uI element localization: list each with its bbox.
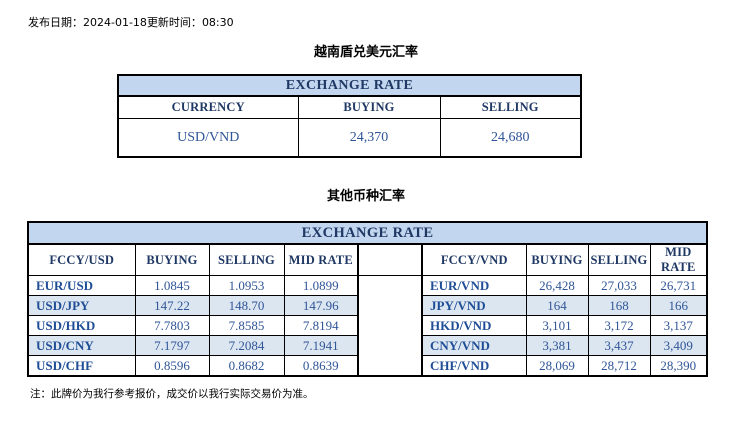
header-currency: CURRENCY [117, 95, 299, 119]
usd-vnd-rate-table: EXCHANGE RATE CURRENCY BUYING SELLING US… [117, 74, 582, 158]
cell-right-mid: 26,731 [649, 275, 708, 296]
cell-right-pair: CHF/VND [421, 355, 527, 377]
header-selling: SELLING [439, 95, 582, 119]
column-separator [357, 335, 423, 356]
cell-left-buying: 0.8596 [134, 355, 210, 377]
exchange-rate-banner: EXCHANGE RATE [27, 222, 708, 245]
cell-left-buying: 1.0845 [134, 275, 210, 296]
section-title-usd-vnd: 越南盾兑美元汇率 [313, 45, 418, 60]
cell-left-pair: EUR/USD [27, 275, 136, 296]
cell-buying-usd-vnd: 24,370 [297, 118, 441, 158]
update-time-value: 08:30 [201, 16, 234, 29]
cell-left-pair: USD/HKD [27, 315, 136, 336]
disclaimer-note: 注：此牌价为我行参考报价，成交价以我行实际交易价为准。 [30, 388, 314, 400]
cell-right-pair: EUR/VND [421, 275, 527, 296]
header-left-mid-rate: MID RATE [283, 243, 359, 276]
column-separator [357, 295, 423, 316]
publish-date-value: 2024-01-18 [83, 16, 147, 29]
cell-left-mid: 1.0899 [283, 275, 359, 296]
header-left-buying: BUYING [134, 243, 210, 276]
cell-right-buying: 3,101 [525, 315, 589, 336]
cell-right-selling: 3,437 [587, 335, 651, 356]
cell-currency-usd-vnd: USD/VND [117, 118, 299, 158]
cell-right-mid: 3,409 [649, 335, 708, 356]
cell-left-pair: USD/JPY [27, 295, 136, 316]
publish-date-label: 发布日期： [28, 16, 83, 29]
cell-right-buying: 26,428 [525, 275, 589, 296]
cell-left-selling: 7.8585 [208, 315, 285, 336]
header-left-selling: SELLING [208, 243, 285, 276]
cell-right-buying: 28,069 [525, 355, 589, 377]
header-right-mid-rate: MID RATE [649, 243, 708, 276]
cell-left-mid: 7.1941 [283, 335, 359, 356]
header-fccy-vnd: FCCY/VND [421, 243, 527, 276]
cell-right-selling: 3,172 [587, 315, 651, 336]
cell-right-pair: CNY/VND [421, 335, 527, 356]
other-currencies-rate-table: EXCHANGE RATE FCCY/USD BUYING SELLING MI… [27, 221, 709, 377]
table-row: EUR/USD 1.0845 1.0953 1.0899 EUR/VND 26,… [27, 275, 708, 296]
column-separator [357, 275, 423, 296]
cell-left-selling: 0.8682 [208, 355, 285, 377]
cell-left-pair: USD/CNY [27, 335, 136, 356]
table-banner-row: EXCHANGE RATE [27, 222, 708, 245]
cell-left-pair: USD/CHF [27, 355, 136, 377]
cell-right-selling: 168 [587, 295, 651, 316]
cell-left-selling: 148.70 [208, 295, 285, 316]
column-separator [357, 244, 423, 276]
cell-selling-usd-vnd: 24,680 [439, 118, 582, 158]
cell-left-selling: 1.0953 [208, 275, 285, 296]
cell-left-buying: 7.1797 [134, 335, 210, 356]
exchange-rate-banner: EXCHANGE RATE [117, 74, 582, 97]
table-header-row: CURRENCY BUYING SELLING [117, 95, 582, 119]
cell-right-buying: 164 [525, 295, 589, 316]
table-header-row: FCCY/USD BUYING SELLING MID RATE FCCY/VN… [27, 243, 708, 276]
header-fccy-usd: FCCY/USD [27, 243, 136, 276]
table-banner-row: EXCHANGE RATE [117, 74, 582, 97]
cell-right-mid: 166 [649, 295, 708, 316]
table-row: USD/JPY 147.22 148.70 147.96 JPY/VND 164… [27, 295, 708, 316]
cell-right-mid: 28,390 [649, 355, 708, 377]
cell-right-mid: 3,137 [649, 315, 708, 336]
header-right-buying: BUYING [525, 243, 589, 276]
cell-right-pair: JPY/VND [421, 295, 527, 316]
header-right-selling: SELLING [587, 243, 651, 276]
column-separator [357, 315, 423, 336]
cell-left-selling: 7.2084 [208, 335, 285, 356]
table-row: USD/CHF 0.8596 0.8682 0.8639 CHF/VND 28,… [27, 355, 708, 377]
column-separator [357, 355, 423, 376]
table-row: USD/HKD 7.7803 7.8585 7.8194 HKD/VND 3,1… [27, 315, 708, 336]
cell-right-buying: 3,381 [525, 335, 589, 356]
cell-left-buying: 7.7803 [134, 315, 210, 336]
table-row: USD/VND 24,370 24,680 [117, 118, 582, 158]
cell-right-selling: 27,033 [587, 275, 651, 296]
section-title-other-currencies: 其他币种汇率 [326, 189, 405, 204]
header-buying: BUYING [297, 95, 441, 119]
cell-right-pair: HKD/VND [421, 315, 527, 336]
publish-meta-line: 发布日期：2024-01-18更新时间：08:30 [28, 14, 234, 30]
cell-left-buying: 147.22 [134, 295, 210, 316]
cell-left-mid: 7.8194 [283, 315, 359, 336]
cell-left-mid: 0.8639 [283, 355, 359, 377]
cell-right-selling: 28,712 [587, 355, 651, 377]
update-time-label: 更新时间： [146, 16, 202, 29]
table-row: USD/CNY 7.1797 7.2084 7.1941 CNY/VND 3,3… [27, 335, 708, 356]
cell-left-mid: 147.96 [283, 295, 359, 316]
